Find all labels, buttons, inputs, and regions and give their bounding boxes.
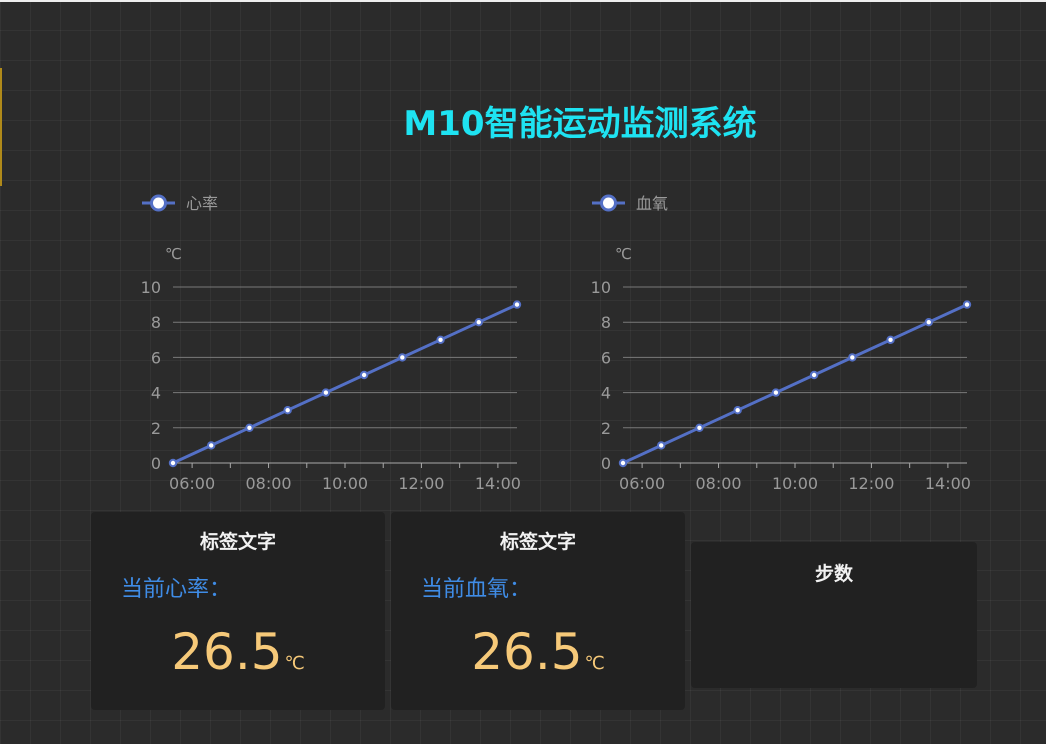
data-point[interactable] xyxy=(207,441,216,450)
x-tick-label: 06:00 xyxy=(169,474,215,493)
y-tick-label: 8 xyxy=(151,313,161,332)
y-tick-label: 6 xyxy=(151,348,161,367)
window-top-edge xyxy=(0,0,1046,2)
heart-rate-chart-svg: 心率 ℃ 0 2 4 6 8 10 06:00 08:00 10:00 12:00 14:00 xyxy=(141,194,522,493)
y-tick-label: 2 xyxy=(601,419,611,438)
y-tick-label: 10 xyxy=(141,278,161,297)
x-tick-label: 12:00 xyxy=(848,474,894,493)
data-point[interactable] xyxy=(283,406,292,415)
x-tick-label: 14:00 xyxy=(475,474,521,493)
y-axis-unit-label: ℃ xyxy=(165,245,182,263)
y-tick-label: 4 xyxy=(601,384,611,403)
blood-oxygen-card: 标签文字 当前血氧： 26.5 ℃ xyxy=(391,512,685,710)
y-tick-label: 6 xyxy=(601,348,611,367)
steps-card-title: 步数 xyxy=(814,563,853,585)
blood-oxygen-chart-svg: 血氧 ℃ 0 2 4 6 8 10 06:00 08:00 10:00 12:00 14:00 xyxy=(591,194,972,493)
y-tick-label: 10 xyxy=(591,278,611,297)
heart-rate-number: 26.5 xyxy=(171,623,283,681)
data-point[interactable] xyxy=(321,388,331,397)
y-tick-label: 0 xyxy=(151,454,161,473)
heart-rate-unit: ℃ xyxy=(284,653,305,674)
data-point[interactable] xyxy=(436,335,445,345)
current-blood-oxygen-label: 当前血氧： xyxy=(421,577,532,602)
heart-rate-card: 标签文字 当前心率： 26.5 ℃ xyxy=(91,512,385,710)
current-heart-rate-label: 当前心率： xyxy=(121,577,232,602)
blood-oxygen-card-title: 标签文字 xyxy=(499,531,576,553)
x-tick-label: 10:00 xyxy=(322,474,368,493)
heart-rate-card-title: 标签文字 xyxy=(199,531,276,553)
data-point[interactable] xyxy=(657,441,666,450)
data-point[interactable] xyxy=(809,370,819,380)
x-tick-label: 06:00 xyxy=(619,474,665,493)
data-point[interactable] xyxy=(695,423,704,433)
x-tick-label: 10:00 xyxy=(772,474,818,493)
x-tick-label: 08:00 xyxy=(246,474,292,493)
y-tick-label: 4 xyxy=(151,384,161,403)
blood-oxygen-unit: ℃ xyxy=(584,653,605,674)
blood-oxygen-chart[interactable]: 血氧 ℃ 0 2 4 6 8 10 06:00 08:00 10:00 12:00 14:00 xyxy=(570,180,990,500)
data-point[interactable] xyxy=(733,406,742,415)
page-title: M10智能运动监测系统 xyxy=(403,104,757,144)
legend-label: 血氧 xyxy=(636,194,668,213)
y-tick-label: 0 xyxy=(601,454,611,473)
x-tick-label: 14:00 xyxy=(925,474,971,493)
chart-legend[interactable]: 心率 xyxy=(142,194,218,213)
legend-marker xyxy=(600,194,617,212)
y-axis-unit-label: ℃ xyxy=(615,245,632,263)
data-point[interactable] xyxy=(398,353,407,362)
legend-label: 心率 xyxy=(186,194,218,213)
data-point[interactable] xyxy=(848,353,857,362)
data-point[interactable] xyxy=(474,318,483,327)
data-point[interactable] xyxy=(771,388,781,397)
y-tick-label: 8 xyxy=(601,313,611,332)
heart-rate-chart[interactable]: 心率 ℃ 0 2 4 6 8 10 06:00 08:00 10:00 12:00 14:00 xyxy=(120,180,540,500)
data-point[interactable] xyxy=(168,458,178,468)
y-tick-label: 2 xyxy=(151,419,161,438)
data-point[interactable] xyxy=(359,370,369,380)
legend-marker xyxy=(150,194,167,212)
left-accent-bar xyxy=(0,68,2,186)
data-point[interactable] xyxy=(962,300,972,309)
data-point[interactable] xyxy=(886,335,895,345)
series-line xyxy=(172,303,518,465)
data-point[interactable] xyxy=(924,318,933,327)
x-tick-label: 12:00 xyxy=(398,474,444,493)
data-point[interactable] xyxy=(245,423,254,433)
blood-oxygen-number: 26.5 xyxy=(471,623,583,681)
data-point[interactable] xyxy=(618,458,628,468)
chart-legend[interactable]: 血氧 xyxy=(592,194,668,213)
current-blood-oxygen-value: 26.5 ℃ xyxy=(391,620,685,684)
steps-card: 步数 xyxy=(691,542,977,688)
series-line xyxy=(622,303,968,465)
data-point[interactable] xyxy=(512,300,522,309)
current-heart-rate-value: 26.5 ℃ xyxy=(91,620,385,684)
x-tick-label: 08:00 xyxy=(696,474,742,493)
